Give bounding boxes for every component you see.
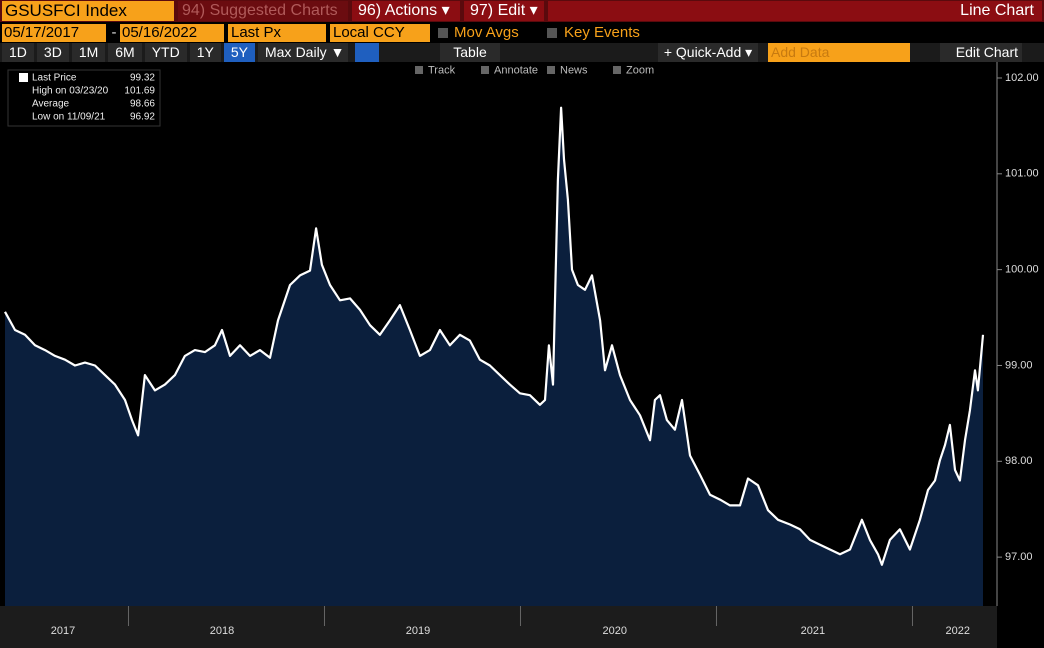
chart-tool: News	[560, 64, 588, 76]
tool-icon	[547, 66, 555, 74]
period-button[interactable]: 3D	[36, 43, 69, 62]
field-select[interactable]: Last Px	[228, 24, 326, 42]
legend-label: Average	[32, 99, 70, 110]
key-events[interactable]: Key Events	[564, 24, 640, 41]
view-name: Line Chart	[548, 1, 1042, 21]
legend: Last Price 99.32 High on 03/23/20 101.69 Ave…	[7, 69, 161, 127]
line	[4, 106, 985, 566]
period-button[interactable]: 1Y	[189, 43, 221, 62]
period-button[interactable]: 1M	[71, 43, 106, 62]
line-icon[interactable]	[355, 43, 379, 62]
date-separator: -	[111, 24, 117, 41]
tool-icon	[415, 66, 423, 74]
edit-chart[interactable]: Edit Chart	[940, 43, 1022, 62]
chart-tool: Zoom	[626, 64, 654, 76]
period-button[interactable]: YTD	[144, 43, 187, 62]
end-date[interactable]: 05/16/2022	[120, 24, 224, 42]
chart-tool: Track	[428, 64, 456, 76]
x-tick-label: 2019	[406, 625, 430, 637]
period-buttons: 1D 3D 1M 6M YTD 1Y 5Y Max	[2, 43, 301, 62]
checkbox[interactable]	[438, 28, 448, 38]
x-tick-label: 2021	[801, 625, 825, 637]
x-tick-label: 2018	[210, 625, 234, 637]
x-axis-panel	[0, 606, 997, 648]
chart-tool: Annotate	[494, 64, 538, 76]
tool-icon	[481, 66, 489, 74]
edit-menu[interactable]: 97) Edit ▾	[464, 1, 544, 21]
legend-label: High on 03/23/20	[32, 86, 109, 97]
x-tick-label: 2022	[946, 625, 970, 637]
x-tick-label: 2017	[51, 625, 75, 637]
y-tick-label: 99.00	[1005, 359, 1033, 371]
period-button[interactable]: 6M	[108, 43, 142, 62]
y-tick-label: 102.00	[1005, 72, 1039, 84]
currency-select[interactable]: Local CCY	[330, 24, 430, 42]
legend-value: 96.92	[130, 112, 155, 123]
suggested-charts[interactable]: 94) Suggested Charts	[178, 1, 348, 21]
y-tick-label: 98.00	[1005, 455, 1033, 467]
y-tick-label: 97.00	[1005, 551, 1033, 563]
legend-value: 99.32	[130, 73, 155, 84]
actions-menu[interactable]: 96) Actions ▾	[352, 1, 460, 21]
legend-label: Last Price	[32, 73, 77, 84]
legend-box	[7, 69, 161, 127]
y-tick-label: 101.00	[1005, 168, 1039, 180]
tool-icon	[613, 66, 621, 74]
quick-add[interactable]: + Quick-Add ▾	[658, 43, 758, 62]
table-button[interactable]: Table	[440, 43, 500, 62]
add-data-input[interactable]: Add Data	[768, 43, 910, 62]
period-button[interactable]: 5Y	[223, 43, 255, 62]
frequency-select[interactable]: Daily ▼	[292, 43, 348, 62]
y-tick-label: 100.00	[1005, 264, 1039, 276]
x-tick-label: 2020	[603, 625, 627, 637]
legend-label: Low on 11/09/21	[32, 112, 106, 123]
security-field[interactable]: GSUSFCI Index	[2, 1, 174, 21]
checkbox[interactable]	[547, 28, 557, 38]
area	[5, 107, 983, 606]
period-button[interactable]: 1D	[2, 43, 34, 62]
legend-swatch	[19, 73, 28, 82]
period-button[interactable]: Max	[257, 43, 299, 62]
legend-value: 98.66	[130, 99, 155, 110]
chart: Track Annotate News Zoom 97.00 98.00 99.00 100.…	[0, 62, 1039, 648]
mov-avgs[interactable]: Mov Avgs	[454, 24, 519, 41]
legend-value: 101.69	[124, 86, 155, 97]
start-date[interactable]: 05/17/2017	[2, 24, 106, 42]
